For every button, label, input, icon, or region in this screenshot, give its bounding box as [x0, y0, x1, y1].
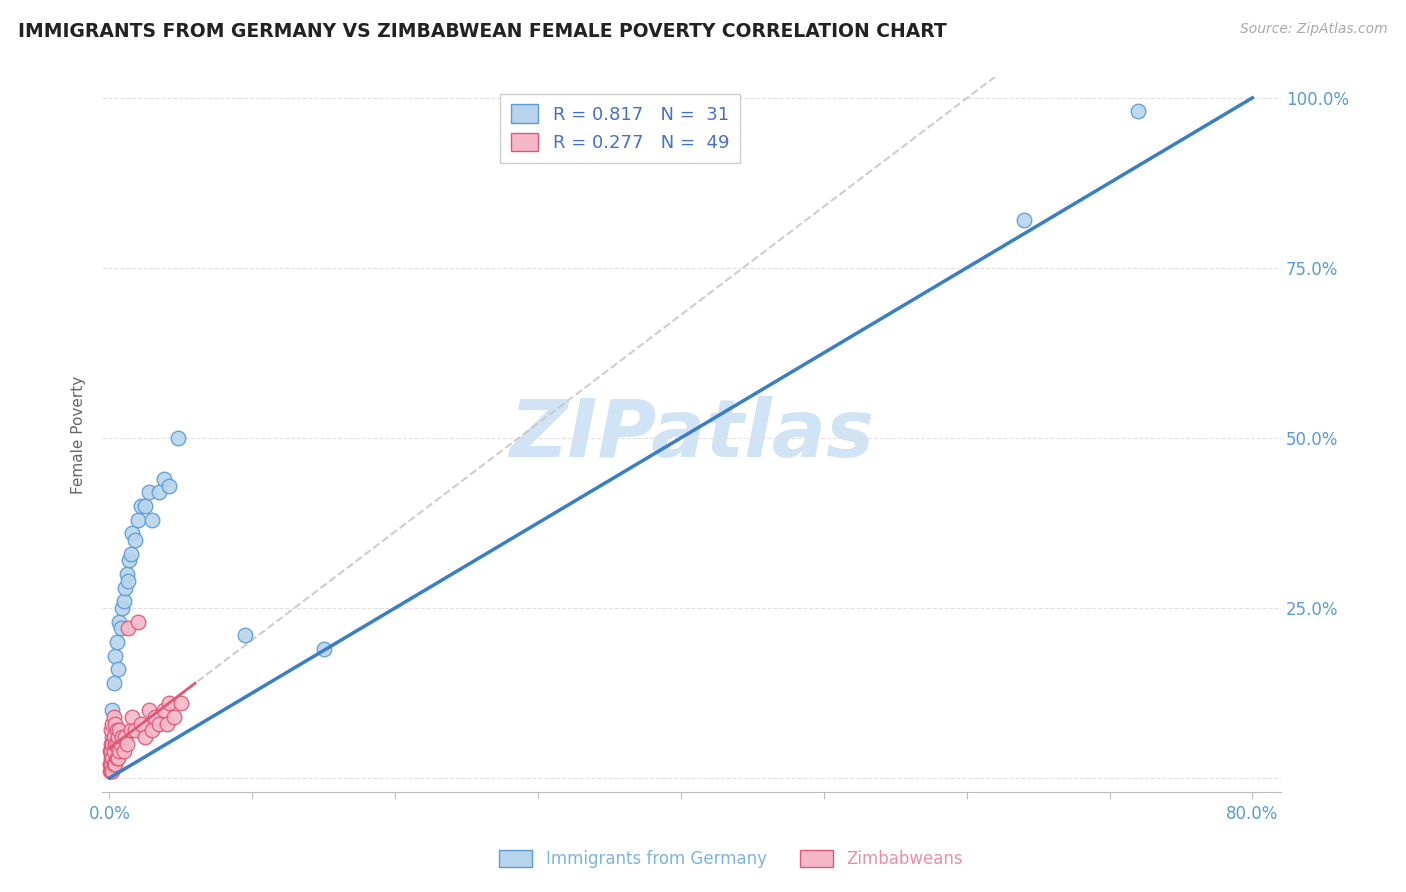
- Point: [120, 723, 142, 738]
- Point: [111, 730, 134, 744]
- Point: [148, 485, 170, 500]
- Point: [103, 710, 125, 724]
- Point: [104, 648, 127, 663]
- Point: [98, 744, 121, 758]
- Y-axis label: Female Poverty: Female Poverty: [72, 376, 86, 493]
- Point: [108, 723, 131, 738]
- Point: [107, 730, 129, 744]
- Point: [101, 737, 124, 751]
- Point: [117, 574, 139, 588]
- Point: [100, 750, 122, 764]
- Point: [107, 750, 129, 764]
- Point: [104, 716, 127, 731]
- Point: [138, 485, 160, 500]
- Point: [110, 737, 132, 751]
- Point: [107, 662, 129, 676]
- Point: [105, 723, 128, 738]
- Point: [101, 730, 124, 744]
- Point: [101, 750, 124, 764]
- Point: [163, 710, 186, 724]
- Point: [167, 431, 190, 445]
- Point: [105, 750, 128, 764]
- Point: [170, 696, 193, 710]
- Point: [98, 764, 121, 779]
- Text: IMMIGRANTS FROM GERMANY VS ZIMBABWEAN FEMALE POVERTY CORRELATION CHART: IMMIGRANTS FROM GERMANY VS ZIMBABWEAN FE…: [18, 22, 948, 41]
- Point: [152, 472, 174, 486]
- Point: [104, 737, 127, 751]
- Point: [157, 696, 180, 710]
- Point: [127, 512, 149, 526]
- Point: [103, 730, 125, 744]
- Point: [104, 757, 127, 772]
- Point: [100, 757, 122, 772]
- Point: [98, 757, 121, 772]
- Point: [115, 737, 138, 751]
- Point: [103, 757, 125, 772]
- Point: [100, 737, 122, 751]
- Point: [101, 716, 124, 731]
- Point: [143, 710, 166, 724]
- Point: [152, 703, 174, 717]
- Point: [127, 615, 149, 629]
- Point: [148, 716, 170, 731]
- Point: [108, 615, 131, 629]
- Point: [1012, 213, 1035, 227]
- Point: [103, 744, 125, 758]
- Point: [114, 581, 136, 595]
- Text: ZIPatlas: ZIPatlas: [509, 395, 875, 474]
- Point: [141, 512, 163, 526]
- Point: [117, 621, 139, 635]
- Point: [103, 675, 125, 690]
- Legend: Immigrants from Germany, Zimbabweans: Immigrants from Germany, Zimbabweans: [492, 843, 970, 875]
- Point: [138, 703, 160, 717]
- Point: [155, 716, 177, 731]
- Point: [312, 641, 335, 656]
- Point: [115, 566, 138, 581]
- Point: [110, 621, 132, 635]
- Point: [112, 744, 135, 758]
- Point: [233, 628, 256, 642]
- Point: [114, 730, 136, 744]
- Point: [100, 757, 122, 772]
- Point: [134, 499, 156, 513]
- Point: [108, 744, 131, 758]
- Point: [124, 723, 146, 738]
- Point: [101, 764, 124, 779]
- Point: [129, 716, 152, 731]
- Point: [141, 723, 163, 738]
- Point: [134, 730, 156, 744]
- Point: [101, 703, 124, 717]
- Point: [112, 594, 135, 608]
- Point: [120, 547, 142, 561]
- Legend: R = 0.817   N =  31, R = 0.277   N =  49: R = 0.817 N = 31, R = 0.277 N = 49: [501, 94, 740, 163]
- Point: [100, 723, 122, 738]
- Point: [121, 526, 143, 541]
- Point: [105, 737, 128, 751]
- Point: [1126, 104, 1149, 119]
- Text: Source: ZipAtlas.com: Source: ZipAtlas.com: [1240, 22, 1388, 37]
- Point: [100, 744, 122, 758]
- Point: [129, 499, 152, 513]
- Point: [100, 764, 122, 779]
- Point: [105, 635, 128, 649]
- Point: [118, 553, 141, 567]
- Point: [124, 533, 146, 547]
- Point: [121, 710, 143, 724]
- Point: [111, 601, 134, 615]
- Point: [100, 744, 122, 758]
- Point: [157, 478, 180, 492]
